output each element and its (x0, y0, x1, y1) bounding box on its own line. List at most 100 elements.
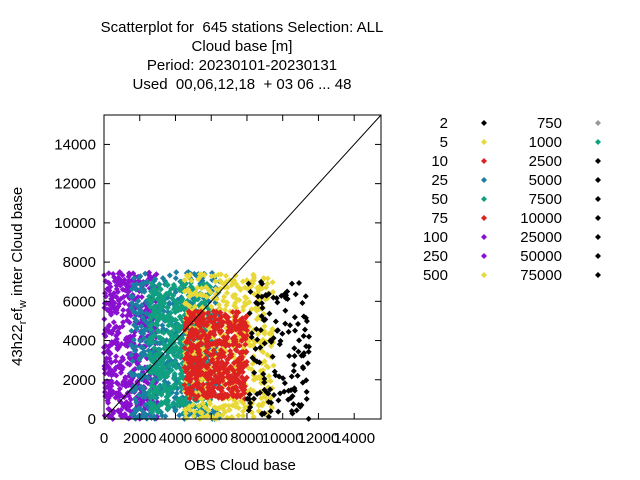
data-point (139, 386, 146, 393)
data-point (251, 356, 258, 363)
data-point (198, 387, 205, 394)
legend-marker (481, 215, 487, 221)
data-point (303, 343, 310, 350)
data-point (151, 332, 158, 339)
legend-marker (481, 272, 487, 278)
data-point (165, 322, 172, 329)
data-point (178, 306, 185, 313)
data-point (242, 314, 249, 321)
data-point (238, 321, 245, 328)
data-point (153, 388, 160, 395)
data-point (254, 336, 261, 343)
data-point (161, 300, 168, 307)
y-tick-label: 14000 (54, 136, 96, 153)
data-point (204, 335, 211, 342)
data-point (128, 341, 135, 348)
data-point (218, 385, 225, 392)
x-tick-label: 10000 (262, 430, 304, 447)
data-point (205, 362, 212, 369)
data-point (269, 288, 276, 295)
data-point (291, 387, 298, 394)
data-point (259, 411, 266, 418)
data-point (254, 331, 261, 338)
data-point (135, 311, 142, 318)
data-point (132, 396, 139, 403)
legend-marker (481, 253, 487, 259)
data-point (120, 293, 127, 300)
data-point (132, 343, 139, 350)
data-point (128, 327, 135, 334)
data-point (282, 320, 289, 327)
legend-marker (481, 139, 487, 145)
data-point (192, 308, 199, 315)
data-point (252, 374, 259, 381)
data-point (166, 338, 173, 345)
data-point (137, 273, 144, 280)
data-point (186, 376, 193, 383)
legend-marker (481, 120, 487, 126)
data-point (210, 339, 217, 346)
data-point (268, 399, 275, 406)
data-point (151, 404, 158, 411)
data-point (219, 412, 226, 419)
data-point (186, 346, 193, 353)
data-point (115, 274, 122, 281)
data-point (203, 293, 210, 300)
data-point (267, 408, 274, 415)
data-point (115, 270, 122, 277)
data-point (268, 342, 275, 349)
data-point (242, 293, 249, 300)
data-point (136, 356, 143, 363)
data-point (250, 413, 257, 420)
data-point (258, 285, 265, 292)
data-point (274, 299, 281, 306)
data-point (138, 281, 145, 288)
legend-marker (481, 177, 487, 183)
data-point (299, 300, 306, 307)
data-point (211, 331, 218, 338)
data-point (270, 391, 277, 398)
data-point (200, 361, 207, 368)
data-point (208, 393, 215, 400)
data-point (245, 280, 252, 287)
data-point (156, 297, 163, 304)
data-point (192, 380, 199, 387)
data-point (160, 329, 167, 336)
y-tick-label: 0 (88, 411, 96, 428)
data-point (190, 343, 197, 350)
data-point (127, 293, 134, 300)
data-point (244, 395, 251, 402)
data-point (296, 337, 303, 344)
data-point (305, 333, 312, 340)
legend-label: 750 (537, 115, 562, 132)
data-point (131, 409, 138, 416)
legend-marker (595, 215, 601, 221)
data-point (282, 295, 289, 302)
data-point (220, 334, 227, 341)
data-point (202, 413, 209, 420)
data-point (258, 300, 265, 307)
data-point (146, 391, 153, 398)
data-point (247, 399, 254, 406)
data-point (152, 352, 159, 359)
data-point (182, 396, 189, 403)
data-point (222, 306, 229, 313)
data-point (139, 365, 146, 372)
data-point (254, 293, 261, 300)
data-point (192, 289, 199, 296)
data-point (197, 371, 204, 378)
data-point (151, 307, 158, 314)
data-point (247, 288, 254, 295)
data-point (163, 401, 170, 408)
data-point (253, 299, 260, 306)
title-line-2: Cloud base [m] (191, 38, 293, 55)
data-point (188, 312, 195, 319)
data-point (172, 325, 179, 332)
data-point (114, 305, 121, 312)
data-point (261, 386, 268, 393)
data-point (190, 413, 197, 420)
diagonal-line (103, 114, 382, 420)
data-point (287, 322, 294, 329)
data-point (229, 335, 236, 342)
